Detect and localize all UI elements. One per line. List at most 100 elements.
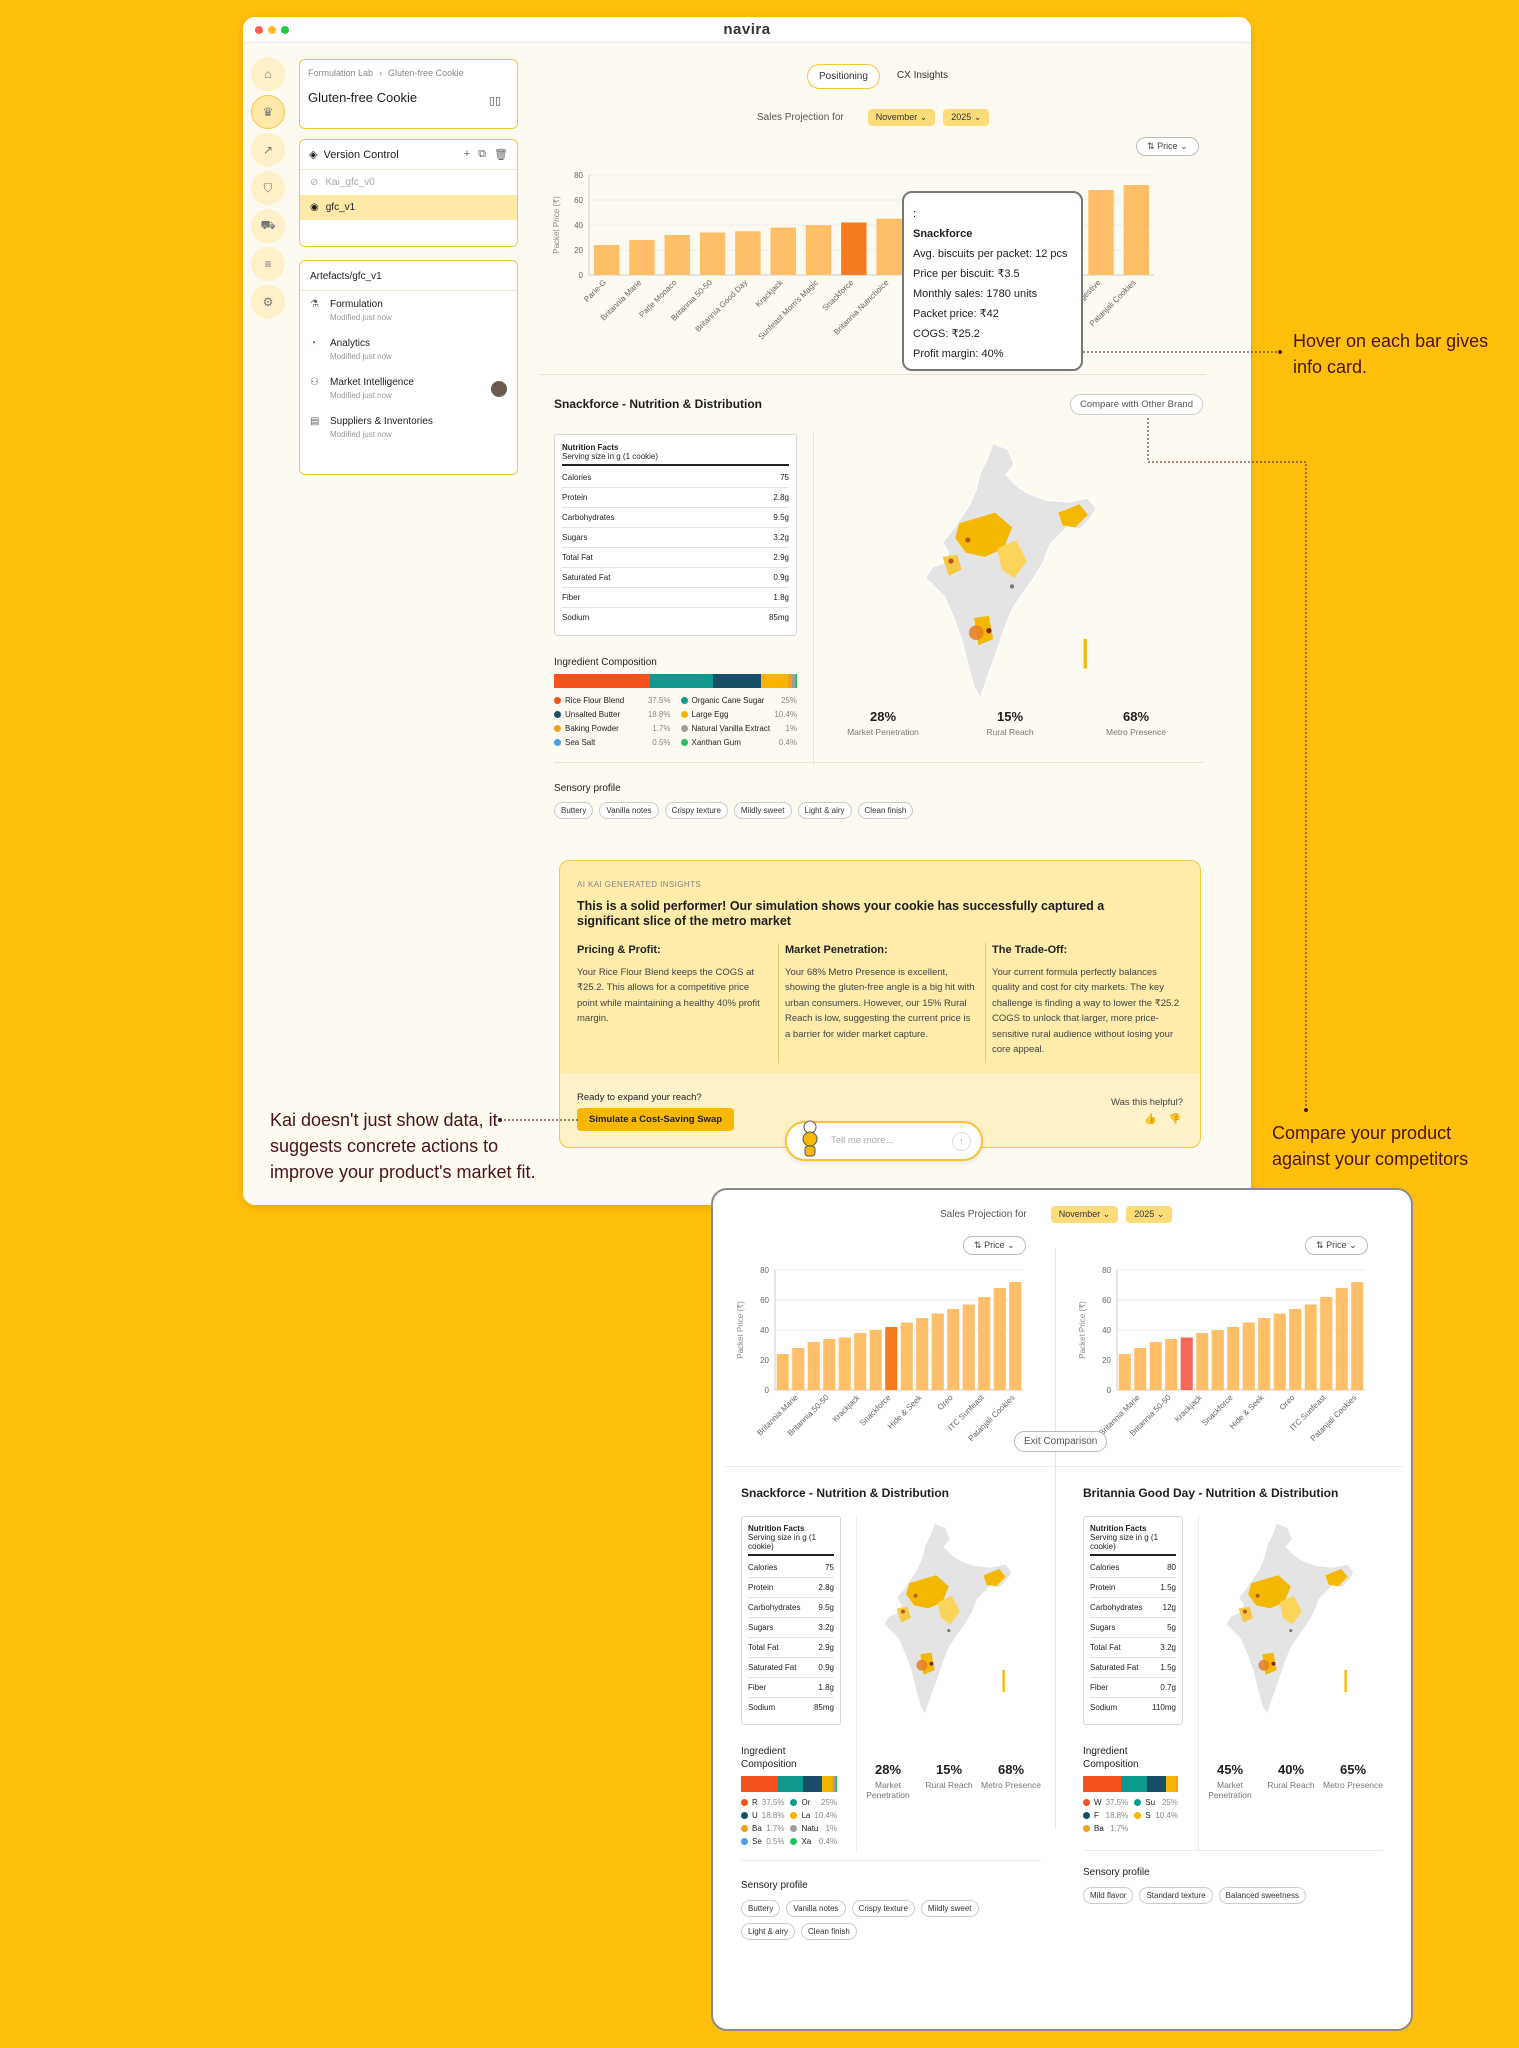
- shield-icon[interactable]: ⛉: [251, 171, 285, 205]
- version-item[interactable]: ⊘ Kai_gfc_v0: [300, 170, 517, 195]
- zoom-dot[interactable]: [281, 26, 289, 34]
- bar[interactable]: [1304, 1304, 1317, 1391]
- bar[interactable]: [1258, 1318, 1271, 1390]
- artefact-suppliers[interactable]: ▤ Suppliers & Inventories Modified just no…: [300, 408, 517, 447]
- ingredient-segment[interactable]: [1176, 1776, 1178, 1792]
- bar[interactable]: [629, 240, 655, 275]
- city-marker[interactable]: [948, 558, 954, 564]
- ingredient-segment[interactable]: [832, 1776, 835, 1792]
- price-sort-button-left[interactable]: ⇅ Price ⌄: [963, 1236, 1026, 1255]
- region-northeast[interactable]: [1058, 504, 1088, 528]
- ingredient-segment[interactable]: [1165, 1776, 1177, 1792]
- database-icon[interactable]: ≡: [251, 247, 285, 281]
- truck-icon[interactable]: ⛟: [251, 209, 285, 243]
- city-marker[interactable]: [913, 1593, 918, 1598]
- city-marker[interactable]: [1009, 584, 1015, 589]
- ingredient-segment[interactable]: [794, 674, 796, 688]
- copy-icon[interactable]: ⧉: [478, 148, 487, 160]
- city-marker[interactable]: [1271, 1661, 1276, 1666]
- ingredient-segment[interactable]: [792, 674, 795, 688]
- ingredient-segment[interactable]: [803, 1776, 823, 1792]
- city-marker[interactable]: [916, 1659, 928, 1671]
- bar[interactable]: [838, 1337, 851, 1391]
- region-west[interactable]: [896, 1606, 911, 1623]
- ingredient-segment[interactable]: [649, 674, 714, 688]
- bar[interactable]: [885, 1327, 898, 1390]
- region-west[interactable]: [1238, 1606, 1253, 1623]
- bar[interactable]: [841, 222, 867, 276]
- bar[interactable]: [1335, 1288, 1348, 1390]
- bar[interactable]: [1351, 1282, 1364, 1390]
- ingredient-segment[interactable]: [787, 674, 793, 688]
- bar[interactable]: [1009, 1282, 1022, 1390]
- year-select[interactable]: 2025 ⌄: [1126, 1206, 1173, 1223]
- bar[interactable]: [1180, 1337, 1193, 1391]
- ingredient-segment[interactable]: [1121, 1776, 1147, 1792]
- bar[interactable]: [854, 1333, 867, 1390]
- city-marker[interactable]: [968, 625, 984, 641]
- bar[interactable]: [962, 1304, 975, 1391]
- price-sort-button-right[interactable]: ⇅ Price ⌄: [1305, 1236, 1368, 1255]
- ingredient-segment[interactable]: [834, 1776, 836, 1792]
- bar[interactable]: [805, 225, 832, 275]
- gear-icon[interactable]: ⚙: [251, 285, 285, 319]
- avatar[interactable]: [491, 381, 507, 397]
- ask-input[interactable]: Tell me more...: [831, 1135, 894, 1146]
- bar[interactable]: [1123, 185, 1150, 275]
- breadcrumb-root[interactable]: Formulation Lab: [308, 68, 374, 78]
- region-central[interactable]: [1248, 1575, 1291, 1609]
- region-northeast[interactable]: [983, 1568, 1006, 1587]
- bar[interactable]: [1196, 1333, 1209, 1390]
- bar[interactable]: [1211, 1330, 1224, 1390]
- ingredient-segment[interactable]: [795, 674, 797, 688]
- bar[interactable]: [947, 1309, 960, 1390]
- bar[interactable]: [1273, 1313, 1286, 1391]
- bar[interactable]: [1134, 1348, 1147, 1390]
- compare-with-other-brand-button[interactable]: Compare with Other Brand: [1070, 394, 1203, 415]
- bar[interactable]: [869, 1330, 882, 1390]
- send-icon[interactable]: ↑: [952, 1132, 971, 1151]
- month-select[interactable]: November ⌄: [1050, 1206, 1119, 1223]
- city-marker[interactable]: [986, 627, 992, 634]
- bar[interactable]: [916, 1318, 929, 1390]
- trash-icon[interactable]: 🗑: [494, 149, 508, 161]
- city-marker[interactable]: [929, 1661, 934, 1666]
- ingredient-segment[interactable]: [741, 1776, 779, 1792]
- exit-comparison-button[interactable]: Exit Comparison: [1014, 1431, 1108, 1452]
- price-sort-button[interactable]: ⇅ Price ⌄: [1136, 137, 1199, 156]
- city-marker[interactable]: [1258, 1659, 1270, 1671]
- bar[interactable]: [807, 1342, 820, 1390]
- bar[interactable]: [1165, 1339, 1178, 1390]
- bar[interactable]: [1088, 190, 1114, 275]
- ingredient-segment[interactable]: [554, 674, 650, 688]
- bar[interactable]: [876, 218, 902, 275]
- city-marker[interactable]: [901, 1609, 905, 1614]
- bar[interactable]: [978, 1297, 991, 1390]
- bar[interactable]: [900, 1322, 913, 1391]
- region-east-central[interactable]: [1279, 1595, 1302, 1625]
- bar[interactable]: [993, 1288, 1006, 1390]
- artefact-market-intelligence[interactable]: ⚇ Market Intelligence Modified just now: [300, 369, 517, 408]
- month-select[interactable]: November ⌄: [867, 109, 936, 126]
- tab-cx-insights[interactable]: CX Insights: [896, 70, 949, 81]
- thumbs-down-icon[interactable]: 👎: [1168, 1114, 1181, 1125]
- book-icon[interactable]: ▯▯: [488, 95, 501, 107]
- version-item-selected[interactable]: ◉ gfc_v1: [300, 195, 517, 220]
- city-marker[interactable]: [1289, 1628, 1293, 1633]
- city-marker[interactable]: [1255, 1593, 1260, 1598]
- tab-positioning[interactable]: Positioning: [807, 64, 880, 89]
- bar[interactable]: [1320, 1297, 1333, 1390]
- region-central[interactable]: [906, 1575, 949, 1609]
- simulate-cost-saving-button[interactable]: Simulate a Cost-Saving Swap: [577, 1108, 735, 1131]
- region-east-central[interactable]: [997, 540, 1027, 578]
- bar[interactable]: [735, 231, 761, 275]
- ingredient-segment[interactable]: [1083, 1776, 1122, 1792]
- region-central[interactable]: [955, 512, 1013, 557]
- bar[interactable]: [1149, 1342, 1162, 1390]
- bar[interactable]: [1242, 1322, 1255, 1391]
- bar[interactable]: [776, 1354, 789, 1390]
- bar[interactable]: [823, 1339, 836, 1390]
- bar[interactable]: [931, 1313, 944, 1391]
- bar[interactable]: [593, 245, 620, 275]
- bar[interactable]: [1118, 1354, 1131, 1390]
